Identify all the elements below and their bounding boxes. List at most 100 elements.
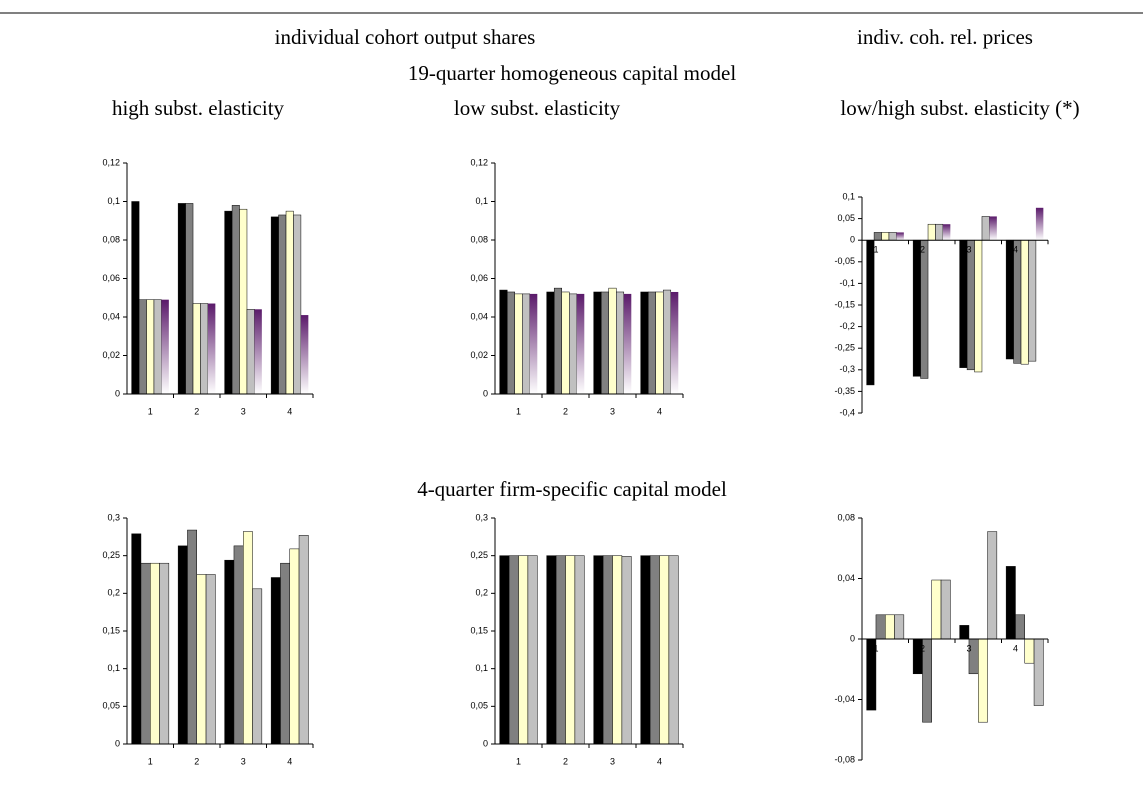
y-tick-label: 0,3 xyxy=(107,512,120,522)
bar xyxy=(616,291,625,395)
y-tick-label: 0 xyxy=(850,633,855,643)
bar xyxy=(885,614,895,640)
bar xyxy=(647,291,656,395)
bar xyxy=(522,293,531,395)
bar xyxy=(959,625,970,640)
bar xyxy=(569,293,578,395)
y-tick-label: -0,35 xyxy=(834,386,855,396)
y-tick-label: -0,1 xyxy=(839,278,855,288)
bar xyxy=(239,208,248,395)
bar xyxy=(881,232,890,241)
y-tick-label: 0,05 xyxy=(837,213,855,223)
bar xyxy=(246,309,255,395)
bar xyxy=(663,289,672,395)
bar xyxy=(527,555,538,745)
y-tick-label: 0 xyxy=(483,738,488,748)
bar xyxy=(278,214,287,395)
bar xyxy=(912,239,921,377)
bar xyxy=(649,555,660,745)
x-tick-label: 4 xyxy=(1013,245,1018,255)
bar xyxy=(655,291,664,395)
x-tick-label: 3 xyxy=(610,756,615,766)
bar xyxy=(593,291,602,395)
bar xyxy=(608,287,617,395)
x-tick-label: 4 xyxy=(287,406,292,416)
y-tick-label: 0 xyxy=(115,738,120,748)
bar xyxy=(1024,638,1035,664)
bar xyxy=(623,293,632,394)
y-tick-label: 0,2 xyxy=(475,588,488,598)
column-title: low subst. elasticity xyxy=(454,96,621,120)
left-title: individual cohort output shares xyxy=(275,25,536,49)
y-tick-label: 0,25 xyxy=(102,550,120,560)
y-tick-label: 0,1 xyxy=(842,191,855,201)
bar xyxy=(959,239,968,368)
x-tick-label: 1 xyxy=(873,245,878,255)
x-tick-label: 2 xyxy=(563,756,568,766)
bar xyxy=(866,239,875,386)
bar xyxy=(207,303,216,394)
x-tick-label: 4 xyxy=(1013,643,1018,653)
bar xyxy=(140,562,151,745)
bar xyxy=(940,579,951,640)
bar xyxy=(150,562,160,745)
bar xyxy=(574,555,585,745)
x-tick-label: 1 xyxy=(873,643,878,653)
y-tick-label: -0,2 xyxy=(839,321,855,331)
bar xyxy=(1033,638,1044,706)
bar xyxy=(131,201,140,395)
bar xyxy=(231,205,240,395)
bar xyxy=(224,210,233,395)
y-tick-label: 0,04 xyxy=(837,573,855,583)
bar xyxy=(978,638,988,723)
bar xyxy=(200,303,209,395)
bar xyxy=(576,293,585,394)
bar xyxy=(593,555,604,745)
bar xyxy=(196,574,207,745)
y-tick-label: 0,04 xyxy=(470,311,488,321)
x-tick-label: 2 xyxy=(920,245,925,255)
bar xyxy=(875,614,886,640)
bar xyxy=(529,293,538,394)
y-tick-label: 0,06 xyxy=(470,273,488,283)
y-tick-label: 0,08 xyxy=(102,234,120,244)
bar xyxy=(546,291,555,395)
x-tick-label: 2 xyxy=(194,756,199,766)
bar xyxy=(987,531,998,640)
x-tick-label: 3 xyxy=(966,245,971,255)
bar xyxy=(177,545,188,745)
bar xyxy=(546,555,557,745)
y-tick-label: -0,04 xyxy=(834,694,855,704)
x-tick-label: 4 xyxy=(657,756,662,766)
bar xyxy=(1020,239,1029,365)
y-tick-label: 0,1 xyxy=(475,196,488,206)
bar xyxy=(974,239,983,373)
y-tick-label: -0,15 xyxy=(834,299,855,309)
bar xyxy=(224,559,235,745)
bar xyxy=(555,555,566,745)
bar xyxy=(896,232,904,241)
bar xyxy=(966,239,975,371)
bar xyxy=(1005,566,1016,640)
bar xyxy=(894,614,905,640)
y-tick-label: 0,3 xyxy=(475,512,488,522)
bar xyxy=(981,216,990,241)
bar xyxy=(243,531,253,745)
y-tick-label: 0,15 xyxy=(470,625,488,635)
right-title: indiv. coh. rel. prices xyxy=(857,25,1033,49)
x-tick-label: 3 xyxy=(966,643,971,653)
bar xyxy=(205,574,216,745)
bar xyxy=(233,545,244,745)
bar xyxy=(621,556,632,745)
x-tick-label: 2 xyxy=(194,406,199,416)
bar xyxy=(153,299,162,395)
y-tick-label: -0,25 xyxy=(834,343,855,353)
bar xyxy=(931,579,942,640)
y-tick-label: 0,08 xyxy=(837,512,855,522)
bar xyxy=(270,577,281,745)
bar xyxy=(185,203,194,395)
bar xyxy=(1035,207,1044,241)
bar xyxy=(508,555,519,745)
bar xyxy=(670,291,679,394)
bar xyxy=(252,588,263,745)
